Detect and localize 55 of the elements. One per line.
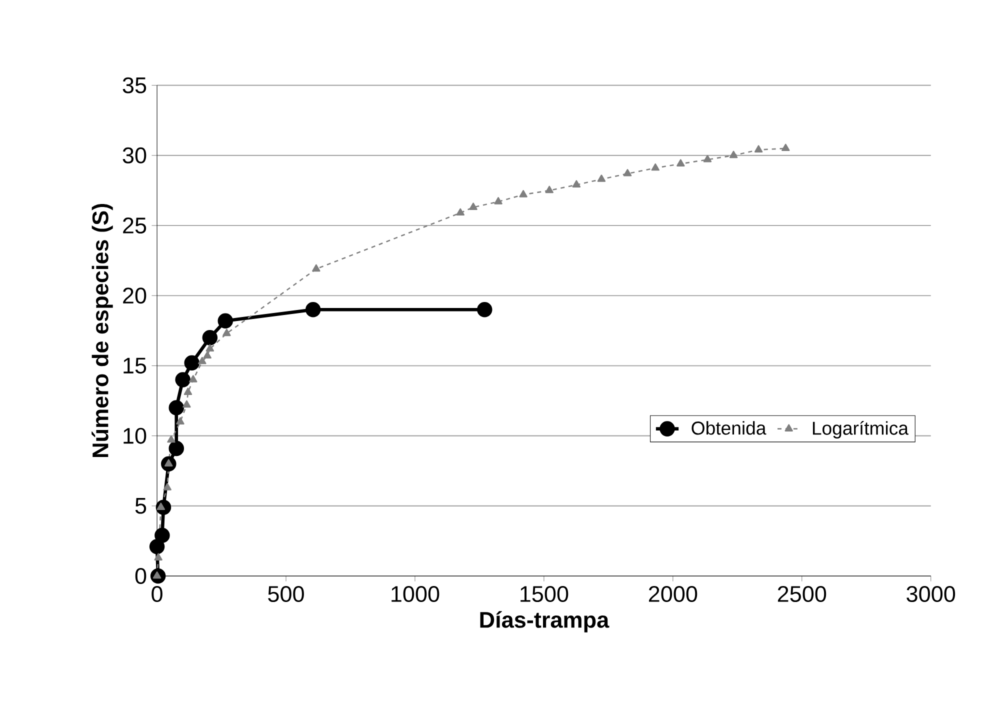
- point: [184, 388, 192, 396]
- x-tick-label: 2500: [778, 586, 826, 602]
- point: [545, 186, 554, 194]
- point: [154, 553, 162, 561]
- point: [198, 356, 206, 364]
- point: [623, 169, 632, 176]
- point: [218, 313, 234, 329]
- point: [597, 174, 606, 182]
- x-tick-label: 500: [268, 586, 304, 602]
- y-tick-label: 10: [124, 428, 146, 444]
- point: [206, 344, 214, 352]
- point: [149, 539, 165, 554]
- y-tick-label: 20: [123, 288, 146, 304]
- point: [456, 208, 464, 216]
- legend-label: Obtenida: [692, 421, 766, 435]
- point: [676, 159, 685, 167]
- point: [519, 190, 528, 198]
- x-tick-label: 1000: [392, 586, 440, 602]
- point: [476, 302, 492, 318]
- x-tick-label: 3000: [906, 586, 956, 602]
- point: [182, 400, 191, 408]
- point: [203, 351, 212, 359]
- point: [312, 264, 320, 272]
- y-tick-label: 35: [122, 77, 146, 94]
- point: [163, 483, 172, 490]
- point: [469, 202, 478, 210]
- x-tick-label: 2000: [648, 586, 698, 602]
- y-tick-label: 15: [124, 358, 146, 374]
- y-tick-label: 30: [122, 147, 146, 164]
- point: [782, 144, 790, 152]
- y-tick-label: 25: [123, 218, 146, 234]
- point: [651, 163, 660, 171]
- point: [167, 435, 176, 443]
- x-tick-label: 0: [152, 586, 162, 602]
- point: [572, 180, 581, 188]
- legend-label: Logarítmica: [812, 421, 908, 439]
- point: [168, 400, 184, 416]
- point: [154, 528, 170, 544]
- point: [703, 155, 712, 162]
- x-tick-label: 1500: [520, 586, 568, 602]
- point: [176, 417, 184, 425]
- point: [754, 145, 763, 153]
- y-axis-title: Número de especies (S): [92, 204, 113, 458]
- y-tick-label: 5: [135, 498, 146, 514]
- point: [305, 302, 321, 318]
- point: [168, 440, 184, 456]
- point: [184, 355, 200, 371]
- y-tick-label: 0: [135, 568, 146, 584]
- point: [729, 150, 738, 158]
- x-axis-title: Días-trampa: [480, 611, 610, 632]
- point: [175, 372, 190, 388]
- point: [189, 375, 198, 382]
- point: [222, 328, 231, 336]
- point: [202, 330, 218, 346]
- point: [494, 197, 502, 204]
